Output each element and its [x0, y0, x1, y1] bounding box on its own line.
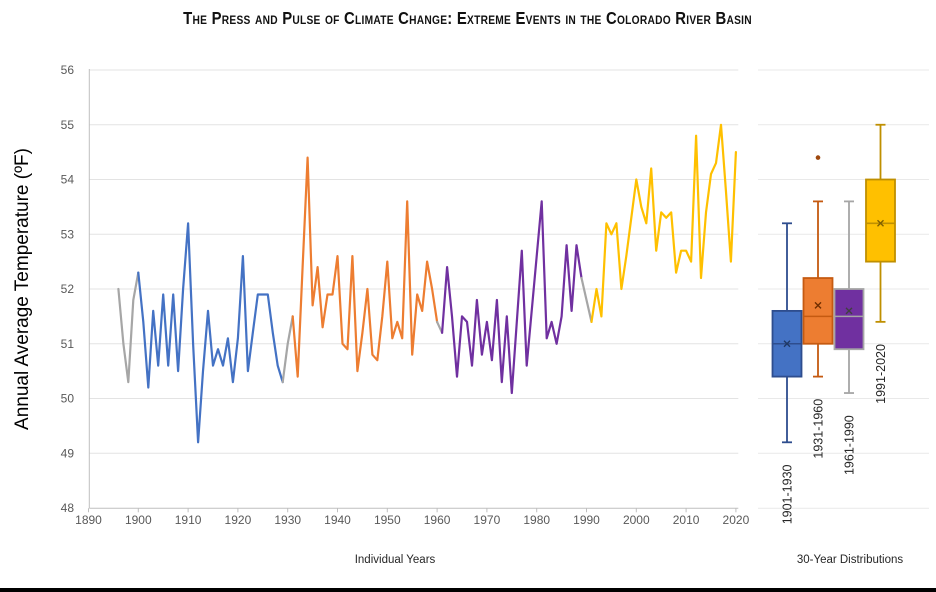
x-tick-label: 2000	[623, 513, 650, 527]
chart-title: The Press and Pulse of Climate Change: E…	[0, 8, 936, 29]
line-segment-connector-1990	[580, 276, 593, 323]
y-tick-label: 56	[61, 63, 75, 77]
line-segment-1901-1930	[137, 222, 284, 444]
y-tick-label: 48	[61, 501, 75, 515]
box-1931-1960	[802, 277, 834, 345]
mean-marker-1991-2020	[877, 219, 884, 227]
line-segment-1961-1990	[441, 200, 583, 395]
y-tick-label: 51	[61, 337, 75, 351]
x-tick-label: 2020	[723, 513, 750, 527]
x-tick-label: 1980	[523, 513, 550, 527]
line-segment-connector-1930	[281, 315, 294, 384]
chart-title-text: The Press and Pulse of Climate Change: E…	[183, 8, 753, 28]
line-segment-pre-1901	[117, 271, 140, 384]
box-1991-2020	[865, 178, 896, 263]
y-tick-label: 55	[61, 118, 75, 132]
y-tick-label: 49	[61, 446, 75, 460]
x-axis-title-right: 30-Year Distributions	[796, 554, 904, 566]
box-label-1991-2020: 1991-2020	[874, 344, 888, 404]
box-label-1901-1930: 1901-1930	[781, 464, 795, 524]
x-tick-label: 1920	[225, 513, 252, 527]
box-1961-1990	[833, 288, 865, 351]
x-tick-label: 1970	[474, 513, 501, 527]
x-axis-title-left: Individual Years	[354, 554, 436, 566]
mean-marker-1961-1990	[845, 307, 853, 315]
x-tick-label: 1990	[573, 513, 600, 527]
bottom-border-bar	[0, 588, 936, 592]
x-tick-label: 1940	[324, 513, 351, 527]
outlier-dot-1931-1960	[815, 155, 821, 160]
x-tick-label: 2010	[673, 513, 700, 527]
y-tick-label: 52	[61, 282, 75, 296]
x-tick-label: 1900	[125, 513, 152, 527]
y-tick-label: 54	[61, 173, 75, 187]
x-tick-label: 1930	[274, 513, 301, 527]
mean-marker-1901-1930	[783, 340, 791, 348]
x-tick-label: 1890	[75, 513, 102, 527]
y-tick-label: 53	[61, 227, 75, 241]
line-segment-1931-1960	[291, 156, 439, 378]
y-tick-label: 50	[61, 392, 75, 406]
mean-marker-1931-1960	[814, 301, 822, 309]
x-tick-label: 1960	[424, 513, 451, 527]
line-segment-1991-2020	[590, 123, 738, 323]
box-label-1961-1990: 1961-1990	[843, 415, 857, 475]
x-tick-label: 1910	[175, 513, 202, 527]
x-tick-label: 1950	[374, 513, 401, 527]
box-label-1931-1960: 1931-1960	[812, 399, 826, 459]
